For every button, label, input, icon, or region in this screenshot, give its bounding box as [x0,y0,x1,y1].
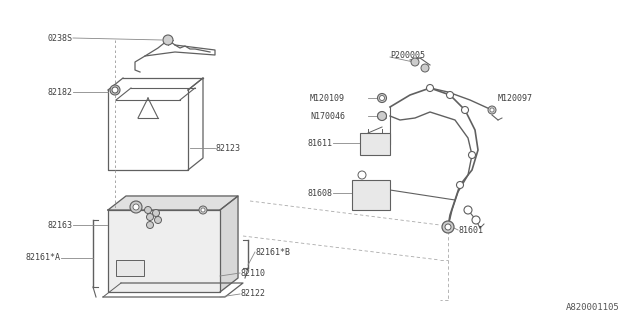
Circle shape [378,93,387,102]
Text: 82161*A: 82161*A [25,253,60,262]
Circle shape [461,107,468,114]
Circle shape [147,221,154,228]
Circle shape [380,95,385,100]
Text: 82110: 82110 [240,268,265,277]
Text: 81611: 81611 [307,139,332,148]
Circle shape [442,221,454,233]
Circle shape [133,204,139,210]
Circle shape [411,58,419,66]
Bar [352,180,390,210]
Text: 82163: 82163 [47,220,72,229]
Circle shape [447,92,454,99]
Circle shape [201,208,205,212]
Bar [108,210,220,292]
Text: 81608: 81608 [307,188,332,197]
Polygon shape [108,196,238,210]
Text: P200005: P200005 [390,51,425,60]
Circle shape [426,84,433,92]
Circle shape [378,111,387,121]
Bar [360,133,390,155]
Circle shape [488,106,496,114]
Text: 82123: 82123 [215,143,240,153]
Circle shape [456,181,463,188]
Text: 82182: 82182 [47,87,72,97]
Circle shape [472,216,480,224]
Circle shape [112,87,118,93]
Text: M120097: M120097 [498,93,533,102]
Text: 82122: 82122 [240,290,265,299]
Circle shape [468,151,476,158]
Text: M120109: M120109 [310,93,345,102]
Circle shape [145,206,152,213]
Circle shape [199,206,207,214]
Circle shape [358,171,366,179]
Circle shape [152,210,159,217]
Text: 81601: 81601 [458,226,483,235]
Circle shape [130,201,142,213]
Text: 0238S: 0238S [47,34,72,43]
Circle shape [163,35,173,45]
Text: N170046: N170046 [310,111,345,121]
Circle shape [445,224,451,230]
Text: A820001105: A820001105 [566,303,620,312]
Circle shape [445,223,451,230]
Circle shape [154,217,161,223]
Polygon shape [220,196,238,292]
Text: 82161*B: 82161*B [255,247,290,257]
Circle shape [464,206,472,214]
Circle shape [421,64,429,72]
Circle shape [110,85,120,95]
Circle shape [490,108,494,112]
Circle shape [147,213,154,220]
Bar [116,260,144,276]
